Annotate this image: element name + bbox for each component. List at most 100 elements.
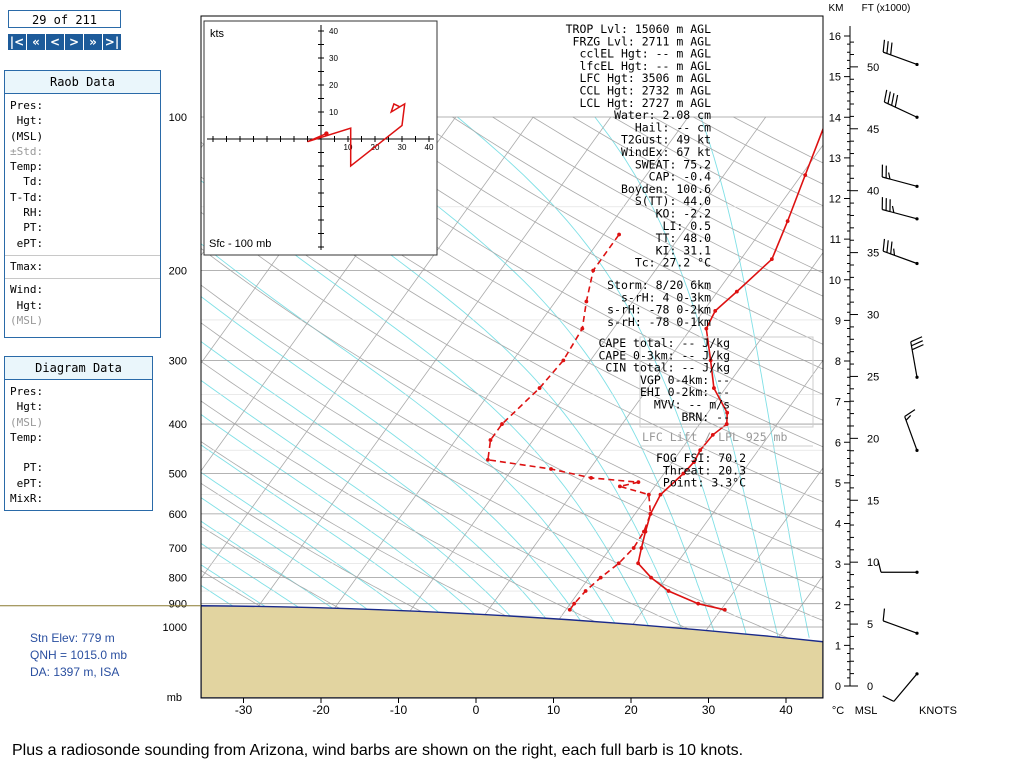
isotherm-line bbox=[227, 116, 612, 649]
wind-barb-feather bbox=[882, 238, 886, 252]
dewpoint-point bbox=[616, 561, 621, 566]
temperature-point bbox=[734, 289, 739, 294]
dewpoint-point bbox=[617, 232, 621, 237]
moist-adiabat-line bbox=[201, 520, 376, 639]
panel-field-label: (MSL) bbox=[10, 415, 44, 429]
km-tick-label: 3 bbox=[835, 559, 841, 571]
stats-line: s-rH: -78 0-2km bbox=[607, 303, 711, 317]
pressure-tick-label: 600 bbox=[169, 509, 187, 521]
wind-barb-feather bbox=[886, 41, 889, 54]
wind-barb-feather bbox=[910, 336, 923, 343]
wind-barb-feather bbox=[905, 415, 912, 421]
wind-barb-staff bbox=[882, 51, 918, 66]
temperature-point bbox=[725, 410, 730, 415]
moist-adiabat-line bbox=[457, 116, 748, 638]
temperature-point bbox=[639, 546, 644, 550]
temperature-point bbox=[803, 173, 808, 178]
stats-line: FOG FSI: 70.2 bbox=[656, 451, 746, 465]
wind-barb-feather bbox=[886, 240, 889, 253]
stats-line: LCL Hgt: 2727 m AGL bbox=[579, 96, 711, 110]
ft-tick-label: 45 bbox=[867, 124, 879, 136]
hodograph-unit-label: kts bbox=[210, 28, 225, 40]
ft-tick-label: 35 bbox=[867, 248, 879, 260]
wind-barb bbox=[904, 409, 919, 452]
dry-adiabat-line bbox=[532, 116, 823, 274]
wind-barb-feather bbox=[904, 409, 916, 418]
stats-line: SWEAT: 75.2 bbox=[635, 157, 711, 171]
moist-adiabat-line bbox=[201, 179, 655, 638]
plot-frame bbox=[200, 15, 824, 699]
km-tick-label: 9 bbox=[835, 315, 841, 327]
temperature-tick-label: 10 bbox=[547, 703, 561, 717]
wind-barb-dot bbox=[915, 62, 919, 67]
raob-data-panel: Raob Data Pres: Hgt: (MSL) ±Std: Temp: Td: T… bbox=[4, 70, 161, 338]
wind-barb-feather bbox=[891, 93, 895, 106]
figure-caption: Plus a radiosonde sounding from Arizona,… bbox=[12, 742, 744, 759]
temperature-tick-label: -30 bbox=[235, 703, 253, 717]
pressure-tick-label: 700 bbox=[169, 543, 187, 555]
stats-line: Hail: -- cm bbox=[635, 120, 711, 134]
wind-barb-feather bbox=[888, 172, 891, 180]
temperature-point bbox=[658, 492, 663, 497]
prev-fast-button[interactable]: « bbox=[27, 34, 45, 50]
dewpoint-point bbox=[567, 607, 572, 612]
pressure-tick-label: 400 bbox=[169, 419, 187, 431]
stats-line: T2Gust: 49 kt bbox=[621, 133, 711, 147]
prev-button[interactable]: < bbox=[46, 34, 64, 50]
ft-tick-label: 10 bbox=[867, 557, 879, 569]
panel-field-label: Tmax: bbox=[10, 259, 44, 273]
moist-adiabat-line bbox=[201, 564, 314, 639]
moist-adiabat-line bbox=[201, 542, 345, 639]
moist-adiabat-line bbox=[215, 116, 686, 638]
km-tick-label: 2 bbox=[835, 600, 841, 612]
last-button[interactable]: >| bbox=[103, 34, 121, 50]
next-fast-button[interactable]: » bbox=[84, 34, 102, 50]
next-button[interactable]: > bbox=[65, 34, 83, 50]
temperature-point bbox=[933, 36, 937, 40]
wind-barb-feather bbox=[891, 205, 895, 213]
ft-tick-label: 15 bbox=[867, 495, 879, 507]
stats-line: KO: -2.2 bbox=[656, 207, 711, 221]
wind-barb-staff bbox=[882, 176, 918, 187]
temperature-point bbox=[713, 309, 718, 313]
first-button[interactable]: |< bbox=[8, 34, 26, 50]
temperature-tick-label: -10 bbox=[390, 703, 408, 717]
diagram-data-panel: Diagram Data Pres: Hgt: (MSL) Temp: PT: eP… bbox=[4, 356, 153, 511]
isotherm-line bbox=[692, 467, 823, 649]
ft-tick-label: 25 bbox=[867, 371, 879, 383]
isotherm-line bbox=[615, 359, 823, 649]
hodograph-tick-label: 30 bbox=[329, 54, 338, 63]
dewpoint-point bbox=[486, 457, 490, 462]
stats-line: CAP: -0.4 bbox=[649, 170, 711, 184]
panel-field-label: Temp: bbox=[10, 430, 44, 444]
isotherm-line bbox=[537, 252, 823, 649]
wind-barb-dot bbox=[915, 217, 919, 221]
wind-barb-staff bbox=[904, 416, 918, 451]
wind-barb-feather bbox=[887, 91, 891, 104]
knots-axis-label: KNOTS bbox=[919, 705, 957, 717]
ground-surface bbox=[201, 605, 823, 698]
dewpoint-point bbox=[537, 386, 542, 390]
stats-line: LI: 0.5 bbox=[663, 219, 711, 233]
wind-barb-feather bbox=[877, 560, 882, 573]
km-tick-label: 13 bbox=[829, 153, 841, 165]
panel-field-label: Hgt: bbox=[10, 298, 44, 312]
panel-field-label: MixR: bbox=[10, 492, 44, 506]
temperature-tick-label: 40 bbox=[779, 703, 793, 717]
wind-barb bbox=[882, 238, 919, 266]
moist-adiabat-line bbox=[323, 116, 717, 638]
temperature-point bbox=[704, 326, 709, 331]
wind-barb bbox=[882, 672, 919, 702]
wind-barb-staff bbox=[910, 341, 918, 378]
temperature-point bbox=[692, 460, 696, 465]
stats-line: TROP Lvl: 15060 m AGL bbox=[566, 22, 711, 36]
dewpoint-point bbox=[648, 511, 653, 516]
km-tick-label: 7 bbox=[835, 397, 841, 409]
moist-adiabat-line bbox=[700, 116, 810, 638]
wind-barb-staff bbox=[882, 620, 918, 634]
km-tick-label: 0 bbox=[835, 681, 841, 693]
raob-data-title: Raob Data bbox=[5, 71, 160, 94]
cape-box bbox=[639, 336, 814, 428]
stats-line: VGP 0-4km: -- bbox=[640, 373, 730, 387]
